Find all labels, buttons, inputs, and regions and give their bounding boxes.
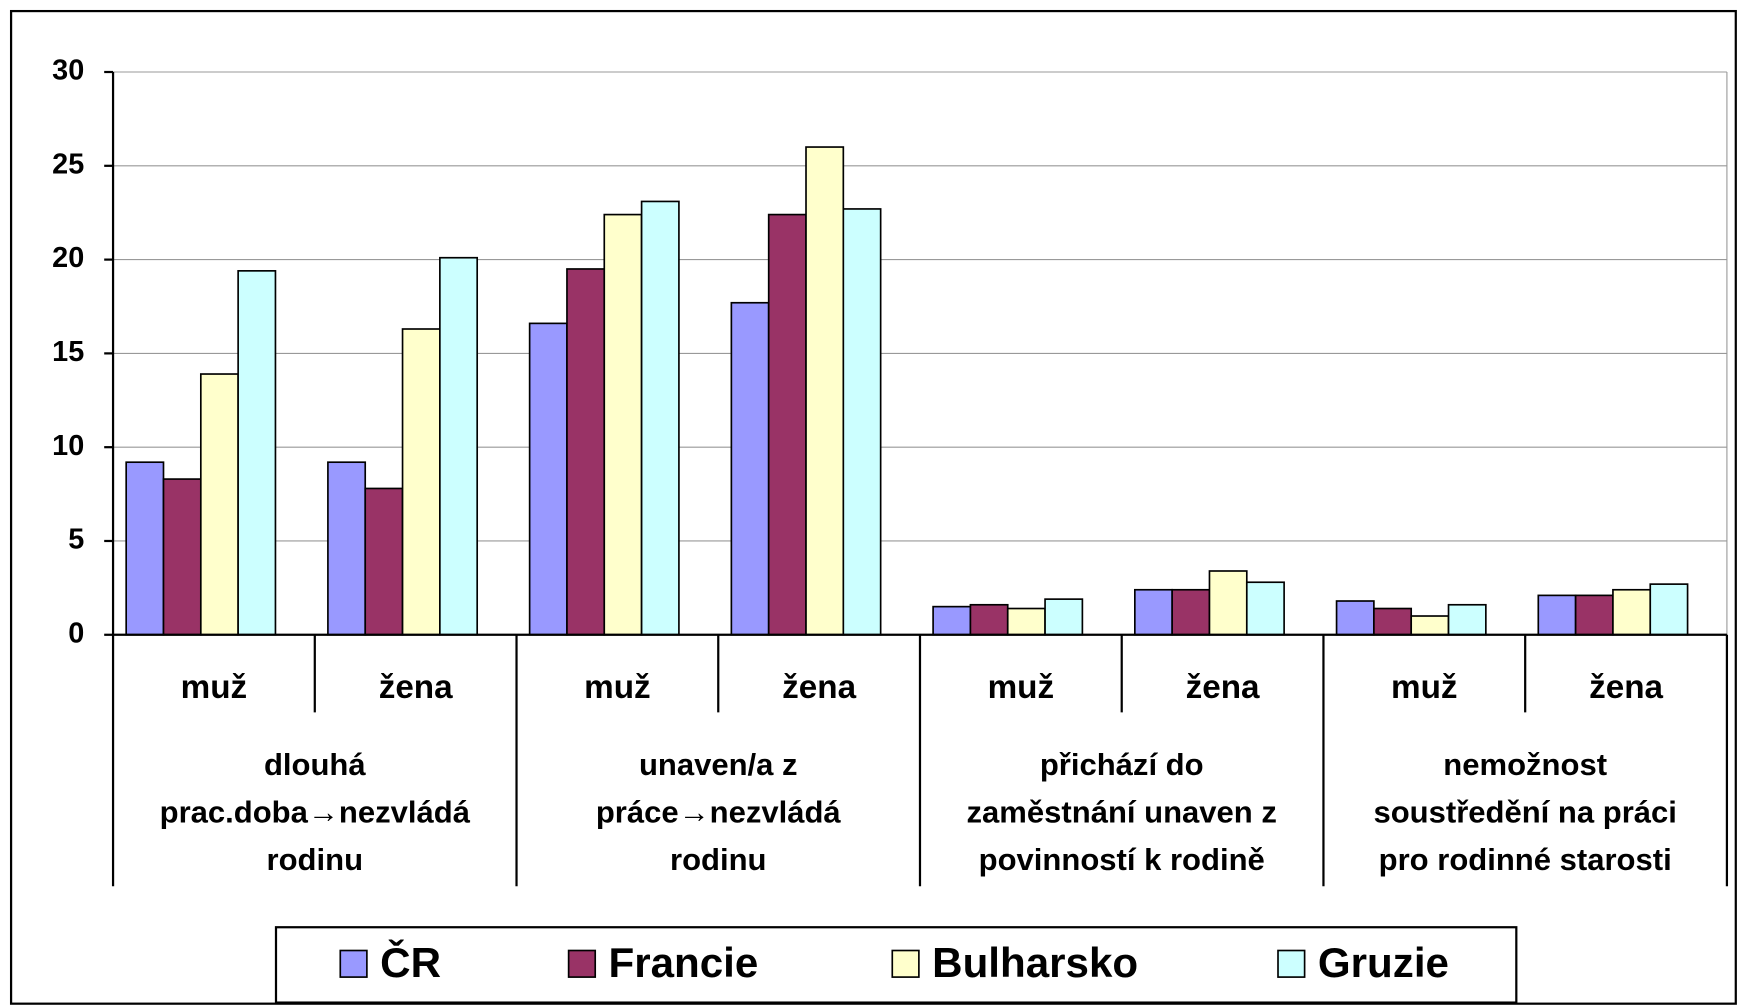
legend-label: ČR	[380, 938, 441, 986]
bar	[805, 146, 845, 636]
bar	[162, 478, 202, 636]
bar	[1044, 598, 1084, 636]
legend-swatch	[891, 949, 920, 978]
legend-swatch	[567, 949, 597, 978]
bar	[1612, 588, 1652, 636]
x-tick-label: žena	[1589, 669, 1663, 706]
bar	[1245, 581, 1285, 636]
x-tick-label: muž	[181, 669, 248, 706]
group-label: rodinu	[267, 842, 364, 877]
bar	[199, 373, 239, 636]
x-tick-label: muž	[584, 669, 651, 706]
x-tick-label: žena	[379, 669, 453, 706]
bar	[439, 256, 479, 636]
group-label: povinností k rodině	[979, 842, 1265, 877]
group-label: přichází do	[1040, 747, 1204, 782]
legend-label: Gruzie	[1318, 939, 1449, 986]
bar	[1006, 607, 1046, 636]
y-tick-label: 20	[52, 242, 84, 274]
bar	[528, 322, 568, 636]
bar	[603, 213, 643, 636]
y-tick-label: 10	[52, 430, 84, 462]
bar	[1447, 603, 1487, 636]
bar	[401, 328, 441, 636]
bar	[364, 487, 404, 636]
bar	[1208, 570, 1248, 636]
bar	[969, 603, 1009, 636]
bar	[640, 200, 680, 636]
bar	[730, 301, 770, 636]
bar	[125, 461, 165, 636]
legend-swatch	[1277, 949, 1306, 978]
bar	[1373, 607, 1413, 636]
y-tick-label: 25	[52, 148, 84, 180]
bar	[1134, 588, 1173, 636]
bar	[327, 461, 367, 636]
group-label: dlouhá	[264, 747, 366, 782]
x-tick-label: žena	[1186, 669, 1260, 706]
group-label: nemožnost	[1443, 747, 1607, 782]
bar	[1649, 583, 1689, 636]
bar	[767, 213, 807, 636]
bar	[237, 270, 277, 636]
bar	[1574, 594, 1614, 636]
bar	[842, 208, 882, 636]
group-label: pro rodinné starosti	[1379, 842, 1672, 877]
bar	[1537, 594, 1577, 636]
legend-swatch	[339, 949, 368, 978]
x-tick-label: muž	[1391, 669, 1458, 706]
bar	[932, 605, 972, 636]
group-label: rodinu	[670, 842, 767, 877]
bar	[1171, 588, 1211, 636]
bar	[566, 268, 606, 636]
y-tick-label: 15	[52, 336, 84, 368]
y-tick-label: 0	[68, 617, 84, 649]
y-tick-label: 30	[52, 55, 84, 87]
group-label: zaměstnání unaven z	[967, 794, 1277, 829]
y-tick-label: 5	[68, 524, 84, 556]
group-label: prac.doba→nezvládá	[160, 794, 471, 829]
x-tick-label: muž	[988, 669, 1055, 706]
legend-label: Bulharsko	[932, 939, 1138, 986]
group-label: práce→nezvládá	[596, 794, 842, 829]
bar	[1410, 615, 1450, 636]
bar	[1335, 600, 1375, 636]
x-tick-label: žena	[782, 669, 856, 706]
legend-label: Francie	[609, 939, 759, 986]
group-label: soustředění na práci	[1373, 794, 1676, 829]
group-label: unaven/a z	[639, 747, 798, 782]
